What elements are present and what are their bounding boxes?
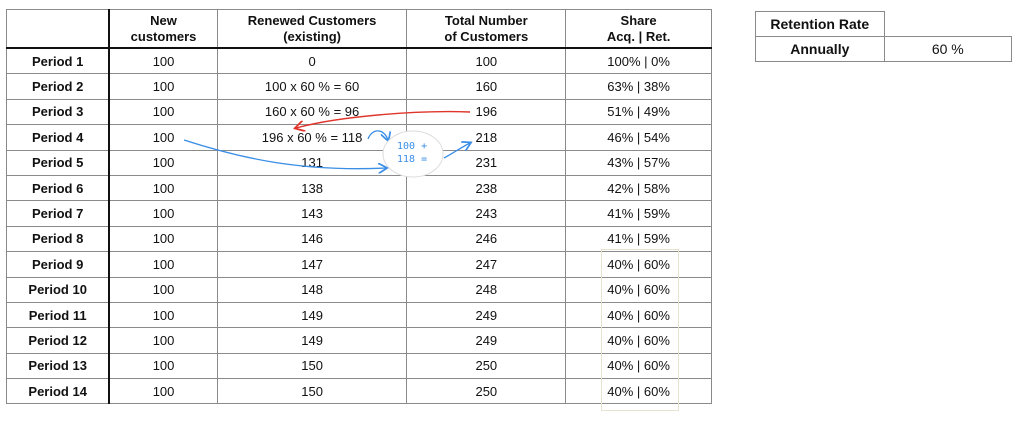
renewed-customers-cell: 0 <box>216 47 408 75</box>
table-row: Period 8 100 146 246 41% | 59% <box>6 225 712 253</box>
new-customers-cell: 100 <box>108 98 218 126</box>
total-customers-cell: 243 <box>406 200 567 227</box>
share-cell: 63% | 38% <box>565 73 712 100</box>
header-new-customers: New customers <box>108 9 218 49</box>
retention-value: 60 % <box>883 36 1013 62</box>
header-total-customers: Total Number of Customers <box>406 9 567 49</box>
total-customers-cell: 196 <box>406 98 567 126</box>
customer-retention-table: New customers Renewed Customers (existing)… <box>6 9 712 405</box>
table-row: Period 1 100 0 100 100% | 0% <box>6 47 712 75</box>
total-customers-cell: 218 <box>406 124 567 151</box>
new-customers-cell: 100 <box>108 378 218 405</box>
share-cell: 41% | 59% <box>565 200 712 227</box>
table-row: Period 9 100 147 247 40% | 60% <box>6 251 712 278</box>
renewed-customers-cell: 147 <box>216 251 408 278</box>
total-customers-cell: 250 <box>406 378 567 405</box>
renewed-customers-cell: 146 <box>216 225 408 253</box>
total-customers-cell: 248 <box>406 276 567 303</box>
new-customers-cell: 100 <box>108 124 218 151</box>
renewed-customers-cell: 148 <box>216 276 408 303</box>
new-customers-cell: 100 <box>108 47 218 75</box>
share-cell: 42% | 58% <box>565 174 712 202</box>
table-header-row: New customers Renewed Customers (existing)… <box>6 9 712 49</box>
total-customers-cell: 247 <box>406 251 567 278</box>
share-cell: 40% | 60% <box>565 251 712 278</box>
period-cell: Period 4 <box>6 124 111 151</box>
renewed-customers-cell: 160 x 60 % = 96 <box>216 98 408 126</box>
period-cell: Period 6 <box>6 174 111 202</box>
total-customers-cell: 160 <box>406 73 567 100</box>
renewed-customers-cell: 138 <box>216 174 408 202</box>
renewed-customers-cell: 196 x 60 % = 118 <box>216 124 408 151</box>
total-customers-cell: 100 <box>406 47 567 75</box>
header-corner <box>6 9 111 49</box>
share-cell: 41% | 59% <box>565 225 712 253</box>
period-cell: Period 2 <box>6 73 111 100</box>
renewed-customers-cell: 149 <box>216 327 408 354</box>
share-cell: 46% | 54% <box>565 124 712 151</box>
share-cell: 40% | 60% <box>565 327 712 354</box>
table-row: Period 12 100 149 249 40% | 60% <box>6 327 712 354</box>
table-row: Period 6 100 138 238 42% | 58% <box>6 174 712 202</box>
new-customers-cell: 100 <box>108 174 218 202</box>
new-customers-cell: 100 <box>108 73 218 100</box>
total-customers-cell: 238 <box>406 174 567 202</box>
retention-label: Annually <box>755 36 885 62</box>
period-cell: Period 12 <box>6 327 111 354</box>
share-cell: 40% | 60% <box>565 301 712 329</box>
total-customers-cell: 250 <box>406 352 567 380</box>
new-customers-cell: 100 <box>108 149 218 176</box>
table-row: Period 7 100 143 243 41% | 59% <box>6 200 712 227</box>
retention-title-row: Retention Rate <box>755 11 1012 37</box>
new-customers-cell: 100 <box>108 327 218 354</box>
new-customers-cell: 100 <box>108 276 218 303</box>
period-cell: Period 13 <box>6 352 111 380</box>
renewed-customers-cell: 143 <box>216 200 408 227</box>
renewed-customers-cell: 150 <box>216 378 408 405</box>
table-row: Period 4 100 196 x 60 % = 118 218 46% | 54% <box>6 124 712 151</box>
period-cell: Period 14 <box>6 378 111 405</box>
new-customers-cell: 100 <box>108 225 218 253</box>
total-customers-cell: 231 <box>406 149 567 176</box>
retention-value-row: Annually 60 % <box>755 36 1013 62</box>
share-cell: 43% | 57% <box>565 149 712 176</box>
table-row: Period 2 100 100 x 60 % = 60 160 63% | 38% <box>6 73 712 100</box>
table-row: Period 3 100 160 x 60 % = 96 196 51% | 49% <box>6 98 712 126</box>
period-cell: Period 3 <box>6 98 111 126</box>
table-row: Period 5 100 131 231 43% | 57% <box>6 149 712 176</box>
table-row: Period 11 100 149 249 40% | 60% <box>6 301 712 329</box>
share-cell: 40% | 60% <box>565 352 712 380</box>
retention-title: Retention Rate <box>755 11 885 37</box>
table-row: Period 14 100 150 250 40% | 60% <box>6 378 712 405</box>
renewed-customers-cell: 131 <box>216 149 408 176</box>
total-customers-cell: 249 <box>406 301 567 329</box>
new-customers-cell: 100 <box>108 301 218 329</box>
table-row: Period 13 100 150 250 40% | 60% <box>6 352 712 380</box>
new-customers-cell: 100 <box>108 352 218 380</box>
new-customers-cell: 100 <box>108 200 218 227</box>
total-customers-cell: 246 <box>406 225 567 253</box>
share-cell: 40% | 60% <box>565 276 712 303</box>
header-renewed-customers: Renewed Customers (existing) <box>216 9 408 49</box>
share-cell: 51% | 49% <box>565 98 712 126</box>
table-row: Period 10 100 148 248 40% | 60% <box>6 276 712 303</box>
renewed-customers-cell: 149 <box>216 301 408 329</box>
period-cell: Period 11 <box>6 301 111 329</box>
new-customers-cell: 100 <box>108 251 218 278</box>
share-cell: 40% | 60% <box>565 378 712 405</box>
retention-rate-table: Retention Rate Annually 60 % <box>755 11 1013 62</box>
renewed-customers-cell: 100 x 60 % = 60 <box>216 73 408 100</box>
period-cell: Period 10 <box>6 276 111 303</box>
header-share: Share Acq. | Ret. <box>565 9 712 49</box>
period-cell: Period 9 <box>6 251 111 278</box>
share-cell: 100% | 0% <box>565 47 712 75</box>
total-customers-cell: 249 <box>406 327 567 354</box>
period-cell: Period 5 <box>6 149 111 176</box>
renewed-customers-cell: 150 <box>216 352 408 380</box>
period-cell: Period 8 <box>6 225 111 253</box>
period-cell: Period 1 <box>6 47 111 75</box>
retention-empty-cell <box>883 11 1012 37</box>
period-cell: Period 7 <box>6 200 111 227</box>
